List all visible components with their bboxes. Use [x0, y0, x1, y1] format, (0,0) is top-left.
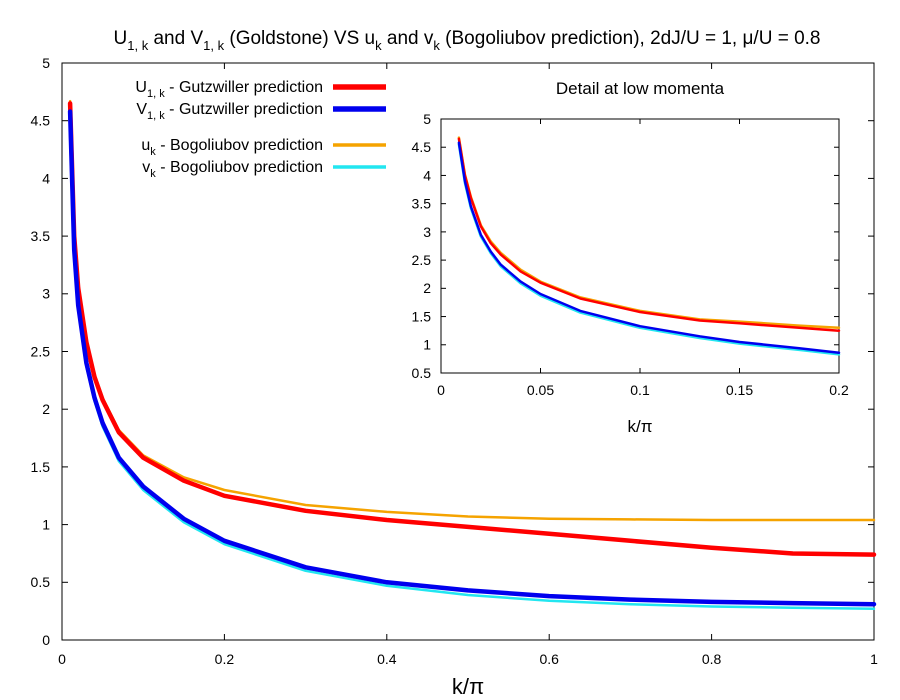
y-tick-label: 2	[42, 401, 50, 417]
plot-frame	[61, 62, 875, 641]
legend-label-part: - Gutzwiller prediction	[165, 79, 323, 96]
legend-label-part: V	[136, 101, 147, 118]
legend-label: uk - Bogoliubov prediction	[141, 137, 323, 158]
legend-label-part: 1, k	[147, 110, 165, 122]
x-tick-label: 0.2	[215, 651, 235, 667]
x-tick-label: 0.8	[702, 651, 722, 667]
chart-title-part: U	[114, 28, 128, 49]
legend-label: U1, k - Gutzwiller prediction	[135, 79, 323, 100]
y-tick-label: 5	[42, 55, 50, 71]
y-tick-label: 4	[42, 170, 50, 186]
legend-label-part: v	[142, 159, 150, 176]
y-tick-label: 1	[42, 517, 50, 533]
legend-label: V1, k - Gutzwiller prediction	[136, 101, 323, 122]
y-tick-label: 2.5	[31, 343, 51, 359]
x-tick-label: 0	[437, 382, 445, 398]
y-tick-label: 0.5	[31, 574, 51, 590]
y-tick-label: 4.5	[31, 113, 51, 129]
y-tick-label: 3	[423, 224, 431, 240]
x-tick-label: 0.05	[527, 382, 554, 398]
series-line	[67, 109, 877, 607]
y-tick-label: 2	[423, 280, 431, 296]
chart-title-part: and V	[148, 28, 203, 49]
y-tick-label: 2.5	[412, 252, 432, 268]
chart-title: U1, k and V1, k (Goldstone) VS uk and vk…	[114, 28, 821, 53]
legend-label: vk - Bogoliubov prediction	[142, 159, 323, 180]
x-tick-label: 0.6	[539, 651, 559, 667]
x-tick-label: 1	[870, 651, 878, 667]
inset-chart: 0 0.05 0.1 0.15 0.2 0.5 1 1.5 2 2.5 3 3.5 4 4.5 5 Detai…	[412, 79, 849, 436]
chart-title-part: (Goldstone) VS u	[224, 28, 375, 49]
x-axis-label: k/π	[452, 674, 484, 699]
chart-title-part: (Bogoliubov prediction), 2dJ/U = 1, μ/U …	[440, 28, 821, 49]
legend-label-part: k	[150, 146, 156, 158]
y-tick-label: 0.5	[412, 365, 432, 381]
legend-label-part: - Gutzwiller prediction	[165, 101, 323, 118]
chart-title-part: k	[433, 38, 440, 53]
inset-x-axis-label: k/π	[628, 417, 653, 436]
y-tick-label: 5	[423, 111, 431, 127]
legend-label-part: 1, k	[147, 88, 165, 100]
inset-series-line	[457, 137, 841, 332]
y-tick-label: 3.5	[31, 228, 51, 244]
legend-label-part: - Bogoliubov prediction	[156, 137, 323, 154]
x-tick-label: 0	[58, 651, 66, 667]
legend-label-part: u	[141, 137, 150, 154]
x-tick-label: 0.2	[829, 382, 849, 398]
x-tick-label: 0.4	[377, 651, 397, 667]
y-tick-label: 1.5	[412, 308, 432, 324]
legend-label-part: U	[135, 79, 147, 96]
chart-title-part: 1, k	[203, 38, 224, 53]
chart-title-part: and v	[382, 28, 434, 49]
chart-title-part: k	[375, 38, 382, 53]
y-tick-label: 3	[42, 286, 50, 302]
plot-frame	[440, 118, 840, 374]
legend-label-part: k	[150, 168, 156, 180]
inset-series-line	[457, 141, 841, 354]
y-tick-label: 1	[423, 337, 431, 353]
y-tick-label: 4.5	[412, 139, 432, 155]
x-tick-label: 0.1	[630, 382, 650, 398]
y-tick-label: 0	[42, 632, 50, 648]
inset-title: Detail at low momenta	[556, 79, 725, 98]
legend-label-part: - Bogoliubov prediction	[156, 159, 323, 176]
x-tick-label: 0.15	[726, 382, 753, 398]
y-tick-label: 4	[423, 167, 431, 183]
y-tick-label: 3.5	[412, 196, 432, 212]
y-tick-label: 1.5	[31, 459, 51, 475]
chart-title-part: 1, k	[127, 38, 148, 53]
inset-plot-area	[441, 119, 839, 373]
series-line	[67, 101, 877, 557]
